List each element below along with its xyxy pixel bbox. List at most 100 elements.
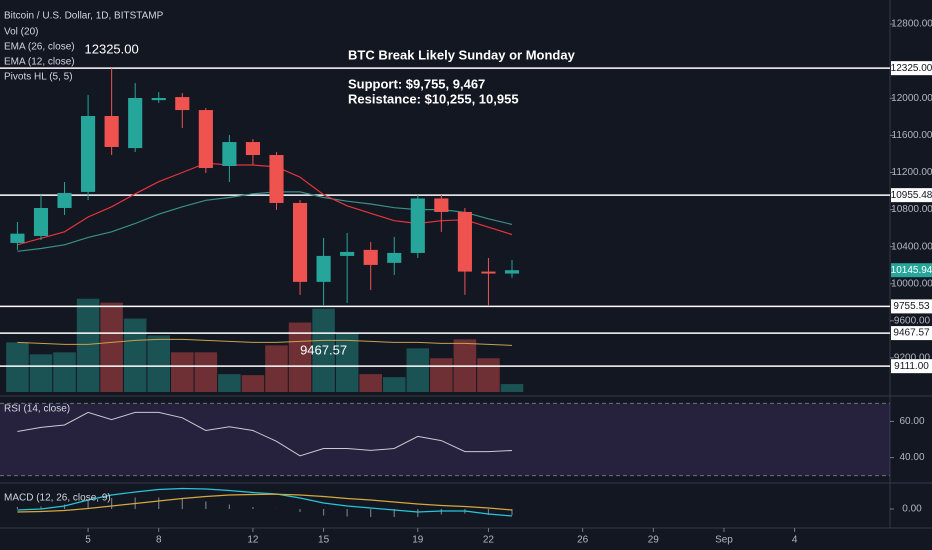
candle-body (81, 115, 96, 192)
x-tick-label: 22 (483, 535, 495, 546)
ema-line (17, 162, 513, 246)
macd-histogram (40, 506, 42, 509)
candle-body (292, 202, 308, 282)
candle-body (175, 97, 190, 111)
macd-histogram (16, 507, 19, 509)
volume-bar (312, 308, 335, 392)
macd-histogram (417, 509, 419, 517)
candle-body (33, 207, 49, 236)
x-tick-label: 12 (247, 535, 259, 546)
last-price-label: 10145.94 (891, 265, 932, 276)
candle-body (151, 98, 166, 101)
macd-line (17, 487, 513, 517)
volume-bar (123, 318, 147, 392)
indicator-name: EMA (26, close) (4, 42, 75, 53)
level-tag-label: 9111.00 (894, 361, 929, 372)
indicator-name: Vol (20) (4, 27, 38, 38)
volume-bar (100, 302, 123, 392)
candle-body (198, 110, 213, 169)
annotation: Resistance: $10,255, 10,955 (348, 91, 519, 106)
candle-body (10, 233, 25, 243)
annotation: Support: $9,755, 9,467 (348, 76, 485, 91)
volume-bar (218, 374, 241, 392)
volume-bar (147, 335, 171, 392)
candle-body (457, 211, 472, 272)
macd-histogram (511, 509, 513, 515)
y-tick-label: 9600.00 (894, 315, 931, 326)
volume-bar (29, 354, 53, 392)
volume-bar (500, 384, 524, 392)
macd-tick-label: 0.00 (902, 504, 922, 515)
macd-histogram (370, 509, 372, 517)
volume-bar (288, 322, 312, 392)
rsi-name: RSI (14, close) (4, 404, 70, 415)
macd-histogram (205, 501, 207, 509)
macd-histogram (111, 498, 113, 509)
macd-histogram (252, 507, 254, 509)
macd-name: MACD (12, 26, close, 9) (4, 493, 111, 504)
macd-histogram (87, 500, 89, 509)
volume-bar (53, 352, 76, 392)
ema-line (17, 191, 513, 252)
volume-bar (477, 358, 500, 392)
volume-bar (6, 342, 29, 392)
level-tag-label: 9467.57 (893, 328, 930, 339)
macd-histogram (346, 509, 348, 517)
y-tick-label: 10400.00 (891, 241, 932, 252)
level-tag (891, 61, 932, 76)
rsi-tick-label: 60.00 (899, 416, 924, 427)
x-tick-label: 19 (412, 535, 424, 546)
pivot-label: 9467.57 (300, 343, 347, 358)
macd-histogram (228, 504, 230, 509)
level-tag (891, 359, 932, 374)
x-tick-label: 15 (318, 535, 330, 546)
level-tag (891, 326, 932, 341)
macd-histogram (63, 504, 66, 509)
candle-body (363, 249, 378, 265)
level-tag (891, 188, 932, 203)
y-tick-label: 10800.00 (891, 204, 932, 215)
macd-histogram (158, 497, 160, 509)
volume-bar (76, 298, 100, 392)
candle-body (434, 198, 449, 212)
pivot-label: 12325.00 (85, 42, 139, 57)
candle-body (128, 98, 143, 149)
macd-histogram (299, 509, 301, 512)
candle-body (316, 255, 331, 282)
y-tick-label: 10000.00 (891, 278, 932, 289)
macd-histogram (487, 509, 490, 515)
rsi-tick-label: 40.00 (899, 452, 924, 463)
candle-body (340, 251, 355, 256)
x-tick-label: 4 (792, 535, 798, 546)
level-tag-label: 9755.53 (893, 301, 930, 312)
volume-bar (265, 345, 288, 392)
volume-bar (359, 374, 382, 392)
y-tick-label: 11200.00 (892, 167, 932, 178)
volume-ma-line (17, 338, 513, 346)
candle-body (481, 271, 496, 274)
indicator-name: EMA (12, close) (4, 57, 75, 68)
level-tag (891, 299, 932, 314)
annotation: BTC Break Likely Sunday or Monday (348, 47, 576, 62)
rsi-line (17, 411, 513, 457)
x-tick-label: Sep (715, 535, 733, 546)
y-tick-label: 11600.00 (892, 130, 932, 141)
level-tag-label: 10955.48 (891, 190, 932, 201)
volume-bar (171, 352, 194, 392)
x-tick-label: 29 (648, 535, 660, 546)
y-tick-label: 9200.00 (894, 353, 931, 364)
candle-body (387, 252, 402, 263)
y-tick-label: 12000.00 (891, 93, 932, 104)
candle-body (57, 192, 72, 208)
volume-bar (241, 375, 265, 392)
candle-body (410, 198, 425, 253)
volume-bar (406, 348, 430, 392)
chart-title: Bitcoin / U.S. Dollar, 1D, BITSTAMP (4, 11, 164, 22)
macd-histogram (181, 499, 183, 509)
candle-body (222, 142, 237, 166)
volume-bar (430, 358, 453, 392)
level-tag-label: 12325.00 (891, 63, 932, 74)
volume-bar (335, 332, 359, 392)
